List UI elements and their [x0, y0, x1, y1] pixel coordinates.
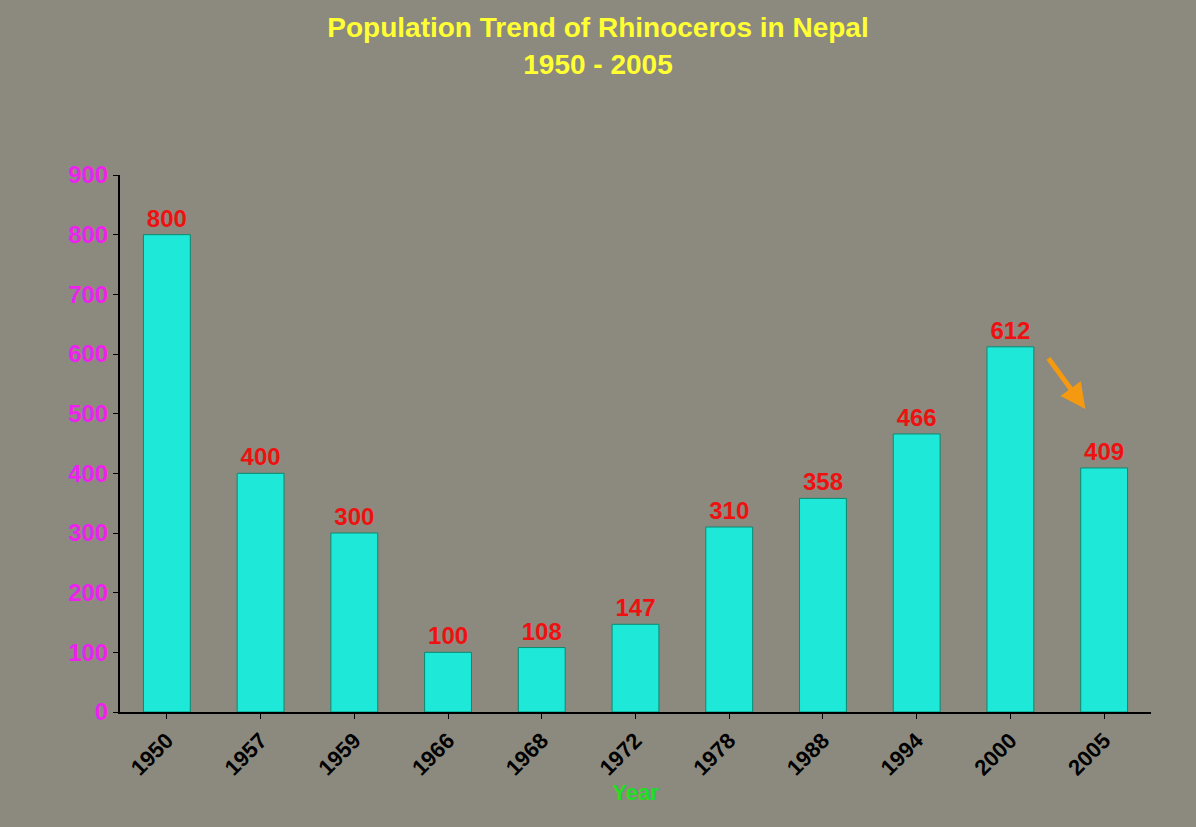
- svg-text:409: 409: [1084, 438, 1124, 465]
- svg-text:300: 300: [68, 519, 108, 546]
- svg-text:2000: 2000: [969, 728, 1021, 780]
- svg-text:Population Trend of Rhinoceros: Population Trend of Rhinoceros in Nepal1…: [327, 12, 868, 79]
- svg-text:800: 800: [68, 221, 108, 248]
- svg-text:400: 400: [68, 460, 108, 487]
- svg-text:700: 700: [68, 281, 108, 308]
- svg-text:0: 0: [95, 698, 108, 725]
- svg-text:1950: 1950: [126, 728, 178, 780]
- svg-text:1959: 1959: [313, 728, 365, 780]
- svg-text:466: 466: [897, 404, 937, 431]
- svg-text:500: 500: [68, 400, 108, 427]
- svg-text:1968: 1968: [501, 728, 553, 780]
- svg-text:108: 108: [522, 618, 562, 645]
- svg-text:1957: 1957: [220, 728, 272, 780]
- svg-text:200: 200: [68, 579, 108, 606]
- svg-text:300: 300: [334, 503, 374, 530]
- svg-text:612: 612: [990, 317, 1030, 344]
- svg-text:900: 900: [68, 161, 108, 188]
- svg-text:600: 600: [68, 340, 108, 367]
- svg-text:1978: 1978: [688, 728, 740, 780]
- svg-text:100: 100: [68, 639, 108, 666]
- svg-text:1972: 1972: [595, 728, 647, 780]
- svg-text:310: 310: [709, 497, 749, 524]
- svg-text:1966: 1966: [407, 728, 459, 780]
- svg-text:800: 800: [147, 205, 187, 232]
- svg-text:147: 147: [615, 594, 655, 621]
- svg-text:100: 100: [428, 622, 468, 649]
- svg-text:358: 358: [803, 468, 843, 495]
- svg-text:2005: 2005: [1063, 728, 1115, 780]
- svg-text:400: 400: [241, 443, 281, 470]
- svg-text:1988: 1988: [782, 728, 834, 780]
- svg-text:1994: 1994: [876, 728, 929, 781]
- svg-text:Year: Year: [612, 780, 659, 805]
